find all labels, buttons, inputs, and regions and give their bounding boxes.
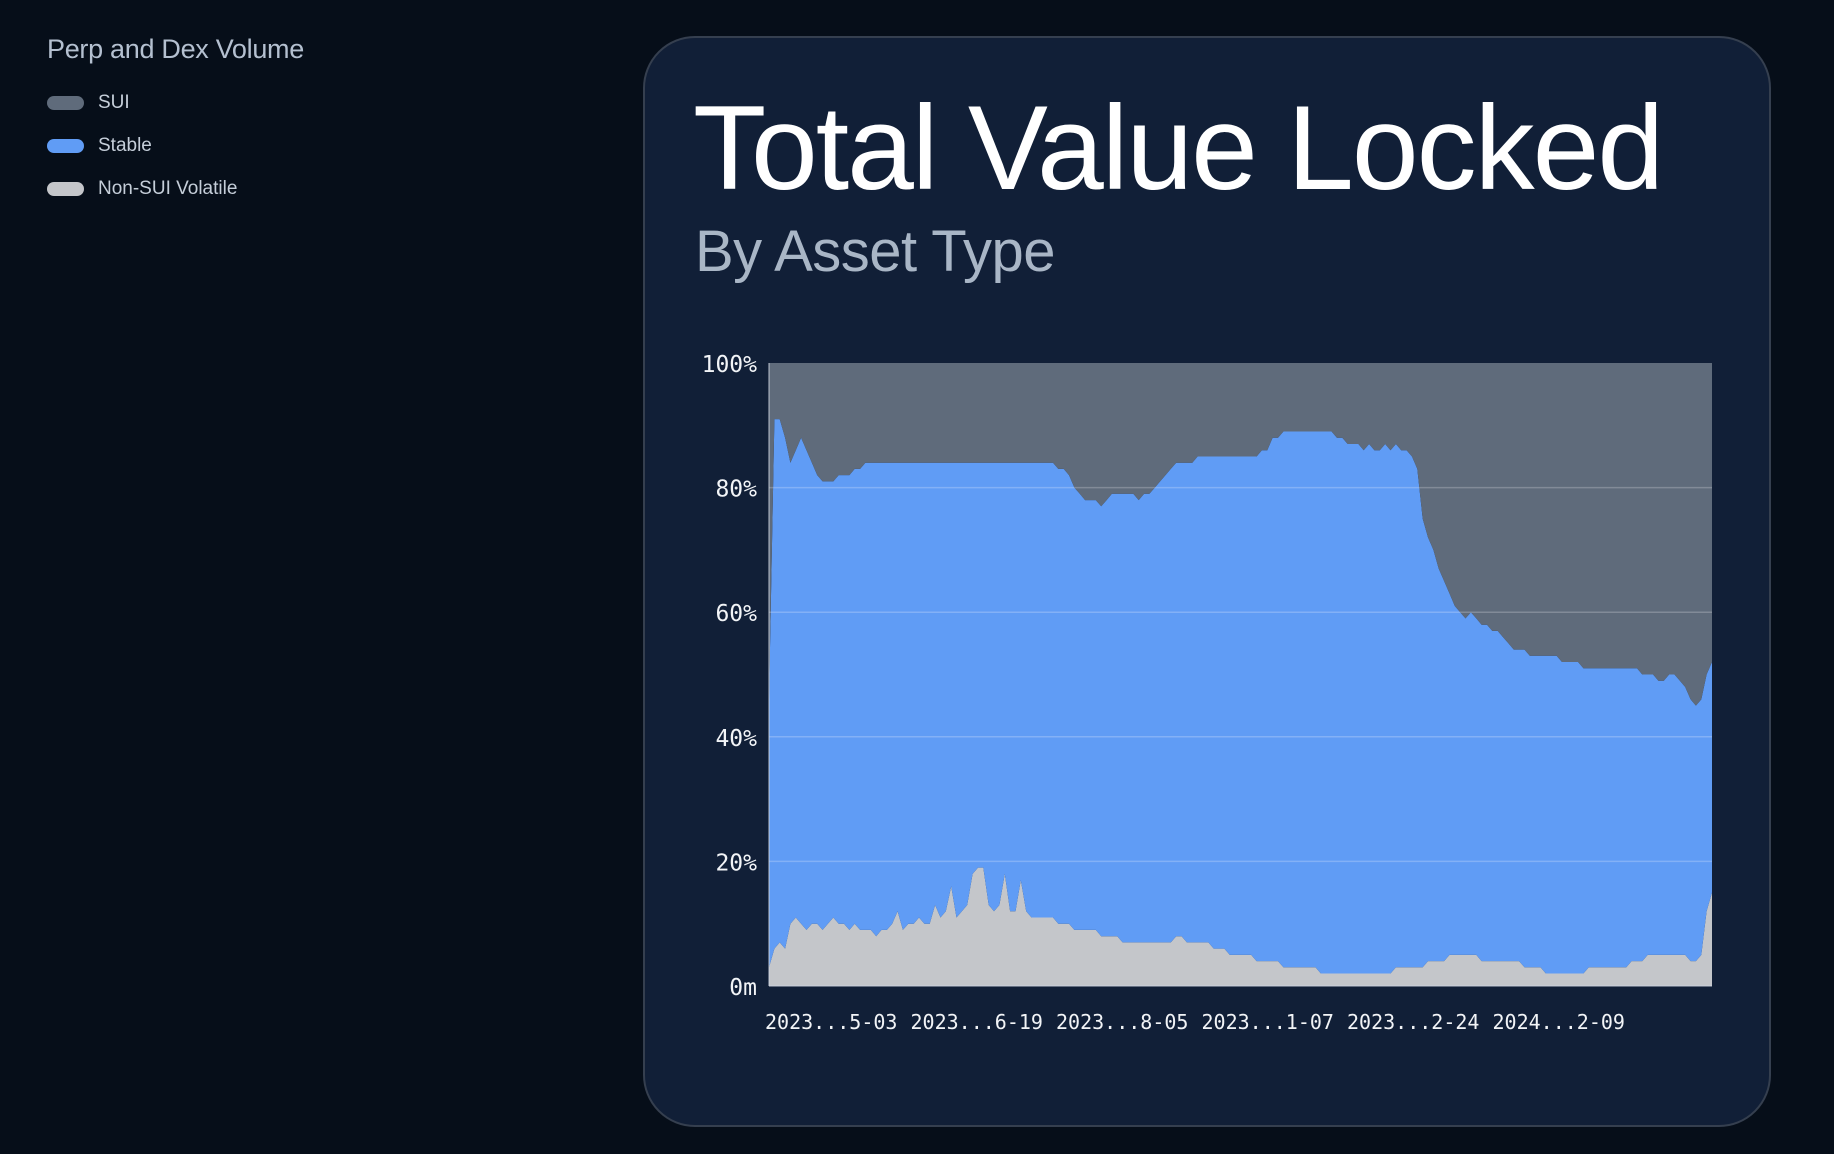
legend-label-non-sui-volatile: Non-SUI Volatile — [98, 178, 238, 199]
y-tick-label: 100% — [702, 352, 758, 378]
legend-item-non-sui-volatile[interactable]: Non-SUI Volatile — [47, 175, 304, 203]
area-non-sui-volatile — [769, 867, 1712, 986]
card-subtitle: By Asset Type — [695, 219, 1055, 284]
legend-item-sui[interactable]: SUI — [47, 89, 304, 117]
x-tick-label: 2023...8-05 — [1056, 1010, 1188, 1034]
legend-panel: Perp and Dex Volume SUI Stable Non-SUI V… — [47, 34, 304, 218]
legend-title: Perp and Dex Volume — [47, 34, 304, 64]
x-tick-label: 2023...6-19 — [911, 1010, 1043, 1034]
y-tick-label: 40% — [715, 726, 757, 752]
tvl-card: Total Value Locked By Asset Type 0m 20% 40… — [643, 36, 1771, 1127]
legend-label-stable: Stable — [98, 135, 152, 156]
tvl-area-chart: 0m 20% 40% 60% 80% 100% 2023...5-03 2023...6-19… — [702, 352, 1712, 1034]
area-stable — [769, 419, 1712, 974]
y-tick-label: 20% — [715, 850, 757, 876]
x-tick-label: 2023...5-03 — [765, 1010, 897, 1034]
y-tick-label: 80% — [715, 477, 757, 503]
y-tick-label: 0m — [729, 975, 757, 1001]
y-tick-label: 60% — [715, 601, 757, 627]
legend-label-sui: SUI — [98, 92, 130, 113]
area-sui — [769, 363, 1712, 706]
legend-swatch-stable — [47, 139, 84, 153]
legend-item-stable[interactable]: Stable — [47, 132, 304, 160]
x-tick-label: 2023...2-24 — [1347, 1010, 1479, 1034]
card-title: Total Value Locked — [693, 81, 1664, 215]
x-tick-label: 2023...1-07 — [1202, 1010, 1334, 1034]
x-tick-label: 2024...2-09 — [1493, 1010, 1625, 1034]
legend-swatch-non-sui-volatile — [47, 182, 84, 196]
legend-swatch-sui — [47, 96, 84, 110]
